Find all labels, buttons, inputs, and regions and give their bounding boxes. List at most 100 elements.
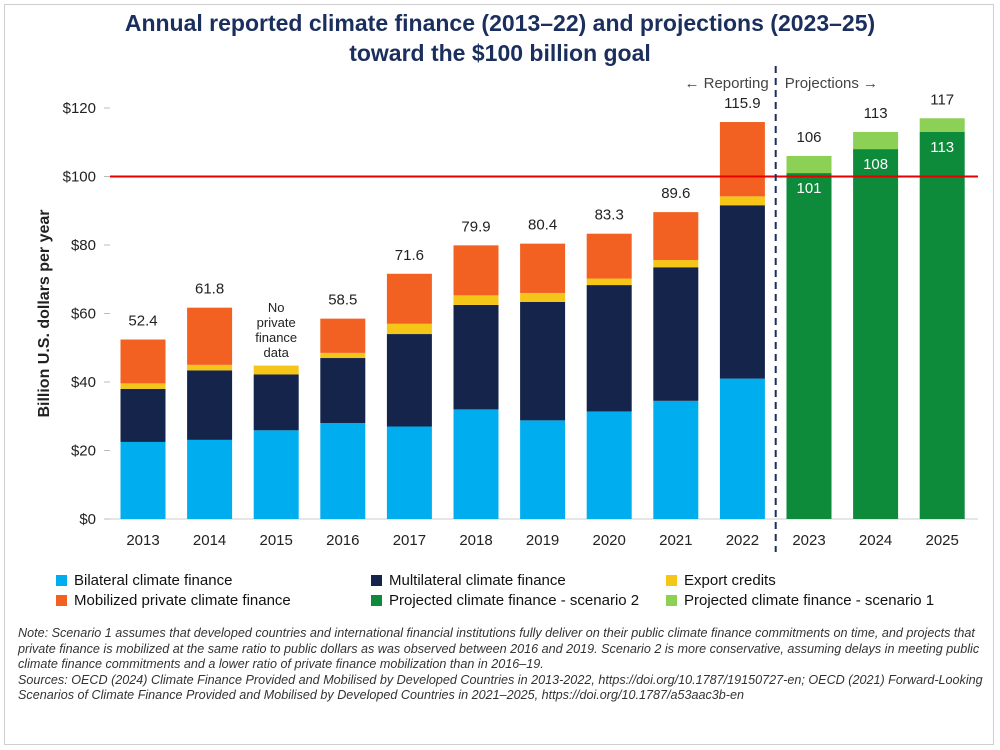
legend-swatch xyxy=(666,575,677,586)
x-tick-label-2014: 2014 xyxy=(193,532,226,549)
bar-segment-multilateral-2016 xyxy=(320,358,366,424)
chart-title-line-1: Annual reported climate finance (2013–22… xyxy=(124,10,876,36)
bar-segment-mobilized-2018 xyxy=(453,245,499,296)
legend-item-export: Export credits xyxy=(666,572,776,589)
total-label-2016: 58.5 xyxy=(328,292,357,309)
reporting-label: ← Reporting xyxy=(684,75,768,92)
legend-label: Mobilized private climate finance xyxy=(74,592,291,609)
annotation-no-private-data-line: finance xyxy=(255,330,297,345)
x-tick-label-2018: 2018 xyxy=(459,532,492,549)
bar-segment-mobilized-2014 xyxy=(187,307,233,365)
x-tick-label-2023: 2023 xyxy=(792,532,825,549)
bar-segment-export-2019 xyxy=(520,292,566,302)
bar-segment-scenario1-2023 xyxy=(786,155,832,174)
y-tick-label: $20 xyxy=(71,443,96,460)
bar-segment-bilateral-2013 xyxy=(120,441,166,519)
bar-segment-bilateral-2015 xyxy=(253,430,299,519)
bar-segment-scenario1-2024 xyxy=(853,131,899,150)
y-tick-label: $60 xyxy=(71,306,96,323)
bar-segment-scenario2-2025 xyxy=(919,131,965,519)
bar-segment-scenario2-2023 xyxy=(786,173,832,519)
bar-segment-multilateral-2022 xyxy=(719,205,765,379)
x-tick-label-2013: 2013 xyxy=(126,532,159,549)
bar-segment-bilateral-2018 xyxy=(453,409,499,519)
bar-segment-export-2018 xyxy=(453,295,499,305)
legend-swatch xyxy=(56,595,67,606)
x-tick-label-2017: 2017 xyxy=(393,532,426,549)
legend-item-mobilized: Mobilized private climate finance xyxy=(56,592,291,609)
bar-segment-multilateral-2021 xyxy=(653,267,699,401)
y-tick-label: $80 xyxy=(71,237,96,254)
legend-item-scenario1: Projected climate finance - scenario 1 xyxy=(666,592,934,609)
sources-text: Sources: OECD (2024) Climate Finance Pro… xyxy=(18,672,983,703)
bar-segment-multilateral-2013 xyxy=(120,388,166,442)
total-label-2019: 80.4 xyxy=(528,217,557,234)
bar-segment-mobilized-2016 xyxy=(320,318,366,353)
bar-segment-bilateral-2020 xyxy=(586,411,632,519)
y-tick-label: $100 xyxy=(63,169,96,186)
chart-frame xyxy=(4,4,994,745)
x-tick-label-2025: 2025 xyxy=(926,532,959,549)
annotation-no-private-data-line: private xyxy=(257,315,296,330)
bar-segment-bilateral-2021 xyxy=(653,400,699,519)
bar-segment-export-2020 xyxy=(586,278,632,286)
legend-label: Projected climate finance - scenario 1 xyxy=(684,592,935,609)
note-text: Note: Scenario 1 assumes that developed … xyxy=(18,626,980,672)
y-tick-label: $120 xyxy=(63,100,96,117)
bar-segment-multilateral-2014 xyxy=(187,370,233,440)
bar-segment-bilateral-2014 xyxy=(187,439,233,519)
x-tick-label-2021: 2021 xyxy=(659,532,692,549)
bar-segment-mobilized-2022 xyxy=(719,122,765,197)
legend-item-multilateral: Multilateral climate finance xyxy=(371,572,566,589)
legend-item-bilateral: Bilateral climate finance xyxy=(56,572,232,589)
bar-segment-export-2022 xyxy=(719,196,765,206)
stacked-bar-chart: $0 $20 $40 $60 $80 $100 $120 Billion U.S. dolla… xyxy=(36,66,978,552)
legend-label: Multilateral climate finance xyxy=(389,572,566,589)
inner-label-2024: 108 xyxy=(863,156,888,173)
total-label-2021: 89.6 xyxy=(661,185,690,202)
total-label-2014: 61.8 xyxy=(195,281,224,298)
bar-segment-multilateral-2015 xyxy=(253,374,299,431)
bar-segment-mobilized-2013 xyxy=(120,339,166,384)
legend-item-scenario2: Projected climate finance - scenario 2 xyxy=(371,592,639,609)
bar-segment-multilateral-2018 xyxy=(453,304,499,410)
x-tick-label-2024: 2024 xyxy=(859,532,892,549)
bar-segment-mobilized-2017 xyxy=(386,273,432,324)
legend-label: Bilateral climate finance xyxy=(74,572,233,589)
total-label-2023: 106 xyxy=(796,129,821,146)
bar-segment-scenario1-2025 xyxy=(919,118,965,132)
x-tick-label-2015: 2015 xyxy=(260,532,293,549)
bar-segment-export-2021 xyxy=(653,260,699,268)
bar-segment-bilateral-2017 xyxy=(386,426,432,519)
annotation-no-private-data-line: No xyxy=(268,300,285,315)
inner-label-2025: 113 xyxy=(930,139,954,156)
total-label-2018: 79.9 xyxy=(461,218,490,235)
y-tick-label: $40 xyxy=(71,374,96,391)
chart-title: Annual reported climate finance (2013–22… xyxy=(0,8,1000,68)
annotation-no-private-data-line: data xyxy=(264,345,290,360)
bar-segment-bilateral-2016 xyxy=(320,423,366,519)
x-tick-label-2016: 2016 xyxy=(326,532,359,549)
total-label-2022: 115.9 xyxy=(724,95,760,112)
bar-segment-mobilized-2019 xyxy=(520,243,566,293)
chart-title-line-2: toward the $100 billion goal xyxy=(349,40,651,66)
legend-swatch xyxy=(56,575,67,586)
bar-segment-multilateral-2020 xyxy=(586,285,632,412)
x-tick-label-2020: 2020 xyxy=(593,532,626,549)
bar-segment-bilateral-2022 xyxy=(719,378,765,519)
bar-segment-export-2014 xyxy=(187,364,233,371)
projections-label: Projections → xyxy=(785,75,878,92)
total-label-2013: 52.4 xyxy=(128,313,157,330)
y-tick-label: $0 xyxy=(79,511,96,528)
bar-segment-multilateral-2017 xyxy=(386,334,432,427)
footnotes: Note: Scenario 1 assumes that developed … xyxy=(18,626,983,704)
total-label-2017: 71.6 xyxy=(395,247,424,264)
y-axis-label: Billion U.S. dollars per year xyxy=(36,209,53,417)
bar-segment-mobilized-2021 xyxy=(653,212,699,261)
x-tick-label-2019: 2019 xyxy=(526,532,559,549)
bar-segment-export-2017 xyxy=(386,323,432,335)
bar-segment-multilateral-2019 xyxy=(520,301,566,421)
legend-swatch xyxy=(371,575,382,586)
bar-segment-export-2015 xyxy=(253,365,299,375)
inner-label-2023: 101 xyxy=(796,180,821,197)
